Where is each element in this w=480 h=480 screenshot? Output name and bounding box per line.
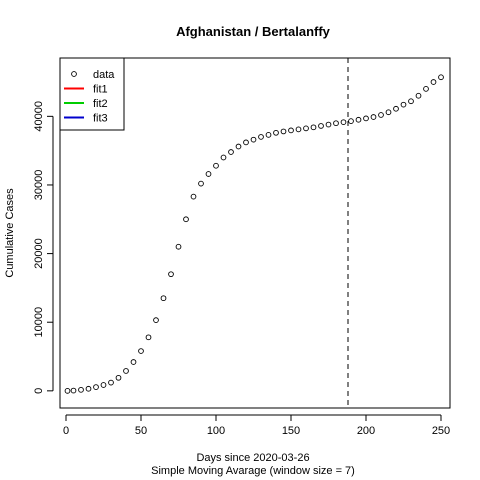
data-point [423,86,429,92]
data-point [85,385,92,392]
data-point [370,114,377,120]
data-point [190,193,197,200]
legend-label: fit2 [93,98,108,110]
data-point [205,171,212,177]
data-point [355,116,362,123]
data-point [168,271,174,278]
data-point [108,379,114,386]
data-point [183,216,189,223]
data-point [100,382,107,388]
y-tick-label: 10000 [33,307,45,338]
data-point [408,98,414,105]
data-point [430,79,437,85]
data-point [280,128,287,135]
data-point [415,92,422,99]
data-point [64,387,71,394]
legend-label: data [93,69,115,81]
data-point [145,334,152,341]
data-point [153,317,159,324]
data-point [378,112,384,118]
data-point [363,115,369,122]
data-point [93,384,99,390]
data-point [198,180,204,187]
data-point [333,120,339,127]
x-axis: 0 50 100 150 200 250 [63,414,450,437]
x-tick-label: 150 [282,425,300,437]
x-tick-label: 0 [63,425,69,437]
legend-label: fit3 [93,113,108,125]
data-point [160,295,167,302]
data-point [235,143,242,150]
x-tick-label: 100 [207,425,225,437]
data-point [393,105,399,112]
legend-symbol [71,71,77,77]
data-point [220,154,227,161]
data-point [123,368,129,374]
y-tick-label: 30000 [33,170,45,201]
x-tick-label: 200 [357,425,375,437]
data-point [115,374,122,381]
x-axis-subtitle: Simple Moving Avarage (window size = 7) [151,465,355,477]
data-point [175,243,182,250]
y-axis: 0 10000 20000 30000 40000 [33,101,54,394]
y-axis-label: Cumulative Cases [4,188,16,278]
data-point [250,136,257,143]
legend-label: fit1 [93,84,108,96]
plot-frame [59,57,451,409]
data-point [138,348,144,354]
data-point [325,121,332,128]
y-tick-label: 40000 [33,101,45,132]
data-point [243,139,249,146]
data-point [265,132,272,138]
x-axis-label: Days since 2020-03-26 [196,452,309,464]
y-tick-label: 0 [33,388,45,394]
data-point [303,125,309,132]
data-point [318,123,324,129]
data-point [400,101,407,108]
data-point [130,359,137,365]
data-point [340,119,347,126]
chart-title: Afghanistan / Bertalanffy [176,24,331,39]
data-points [64,74,444,394]
data-point [295,126,302,133]
legend: data fit1 fit2 fit3 [59,57,125,131]
data-point [228,149,234,155]
x-tick-label: 250 [432,425,450,437]
data-point [70,387,77,394]
data-point [273,129,279,136]
data-point [78,386,84,393]
data-point [385,109,392,116]
data-point [438,74,444,81]
data-point [213,162,219,169]
y-tick-label: 20000 [33,238,45,269]
x-tick-label: 50 [135,425,147,437]
data-point [348,118,354,124]
data-point [288,127,294,134]
data-point [310,124,317,131]
data-point [258,134,264,140]
